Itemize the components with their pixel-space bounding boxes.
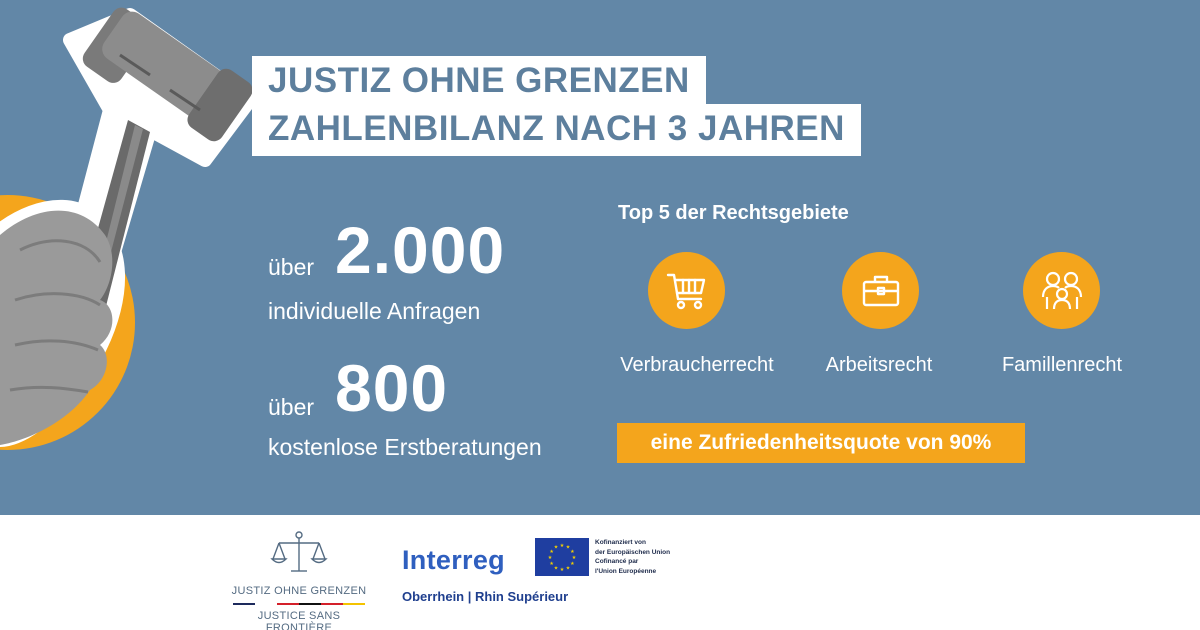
scales-icon	[270, 531, 328, 572]
eu-text-line2: der Europäischen Union	[595, 548, 671, 556]
svg-text:★: ★	[554, 565, 559, 571]
satisfaction-badge: eine Zufriedenheitsquote von 90%	[617, 423, 1025, 463]
svg-text:★: ★	[566, 545, 571, 551]
justiz-ohne-grenzen-logo: JUSTIZ OHNE GRENZEN JUSTICE SANS FRONTIÈ…	[228, 529, 370, 630]
page-title-line1: JUSTIZ OHNE GRENZEN	[252, 56, 706, 108]
stat-1-number: 2.000	[335, 213, 506, 287]
svg-text:★: ★	[570, 561, 575, 567]
eu-text-line1: Kofinanziert von	[595, 539, 646, 546]
svg-text:★: ★	[549, 549, 554, 555]
eu-text-line4: l'Union Européenne	[595, 567, 657, 575]
stat-2-description: kostenlose Erstberatungen	[268, 434, 542, 460]
top-areas-title: Top 5 der Rechtsgebiete	[618, 202, 849, 224]
svg-text:★: ★	[566, 565, 571, 571]
family-icon	[1023, 252, 1100, 329]
stat-2-number: 800	[335, 351, 449, 425]
banner: JUSTIZ OHNE GRENZEN ZAHLENBILANZ NACH 3 …	[0, 0, 1200, 515]
page-title-line2: ZAHLENBILANZ NACH 3 JAHREN	[252, 104, 861, 156]
svg-text:★: ★	[572, 555, 577, 561]
category-label-consumer: Verbraucherrecht	[620, 354, 774, 376]
shopping-cart-icon	[648, 252, 725, 329]
stat-1-prefix: über	[268, 254, 315, 280]
svg-text:★: ★	[570, 549, 575, 555]
eu-cofunding-text: Kofinanziert von der Europäischen Union …	[595, 538, 685, 576]
category-label-labor: Arbeitsrecht	[825, 354, 933, 376]
logo-text-fr: JUSTICE SANS FRONTIÈRE	[257, 610, 341, 630]
logo-text-de: JUSTIZ OHNE GRENZEN	[231, 585, 367, 597]
svg-text:★: ★	[560, 543, 565, 549]
svg-text:★: ★	[560, 567, 565, 573]
stat-1-description: individuelle Anfragen	[268, 298, 481, 324]
eu-flag-icon: ★ ★ ★ ★ ★ ★ ★ ★ ★ ★ ★ ★	[535, 538, 589, 576]
flag-stripe	[233, 603, 365, 605]
svg-text:★: ★	[554, 545, 559, 551]
eu-text-line3: Cofinancé par	[595, 558, 639, 565]
category-label-family: Famillenrecht	[1001, 354, 1123, 376]
footer: JUSTIZ OHNE GRENZEN JUSTICE SANS FRONTIÈ…	[0, 515, 1200, 630]
gavel-icon	[0, 7, 257, 447]
svg-text:★: ★	[548, 555, 553, 561]
briefcase-icon	[842, 252, 919, 329]
stat-2-prefix: über	[268, 394, 315, 420]
region-label: Oberrhein | Rhin Supérieur	[402, 589, 569, 604]
svg-text:★: ★	[549, 561, 554, 567]
interreg-logo: Interreg	[402, 545, 505, 575]
